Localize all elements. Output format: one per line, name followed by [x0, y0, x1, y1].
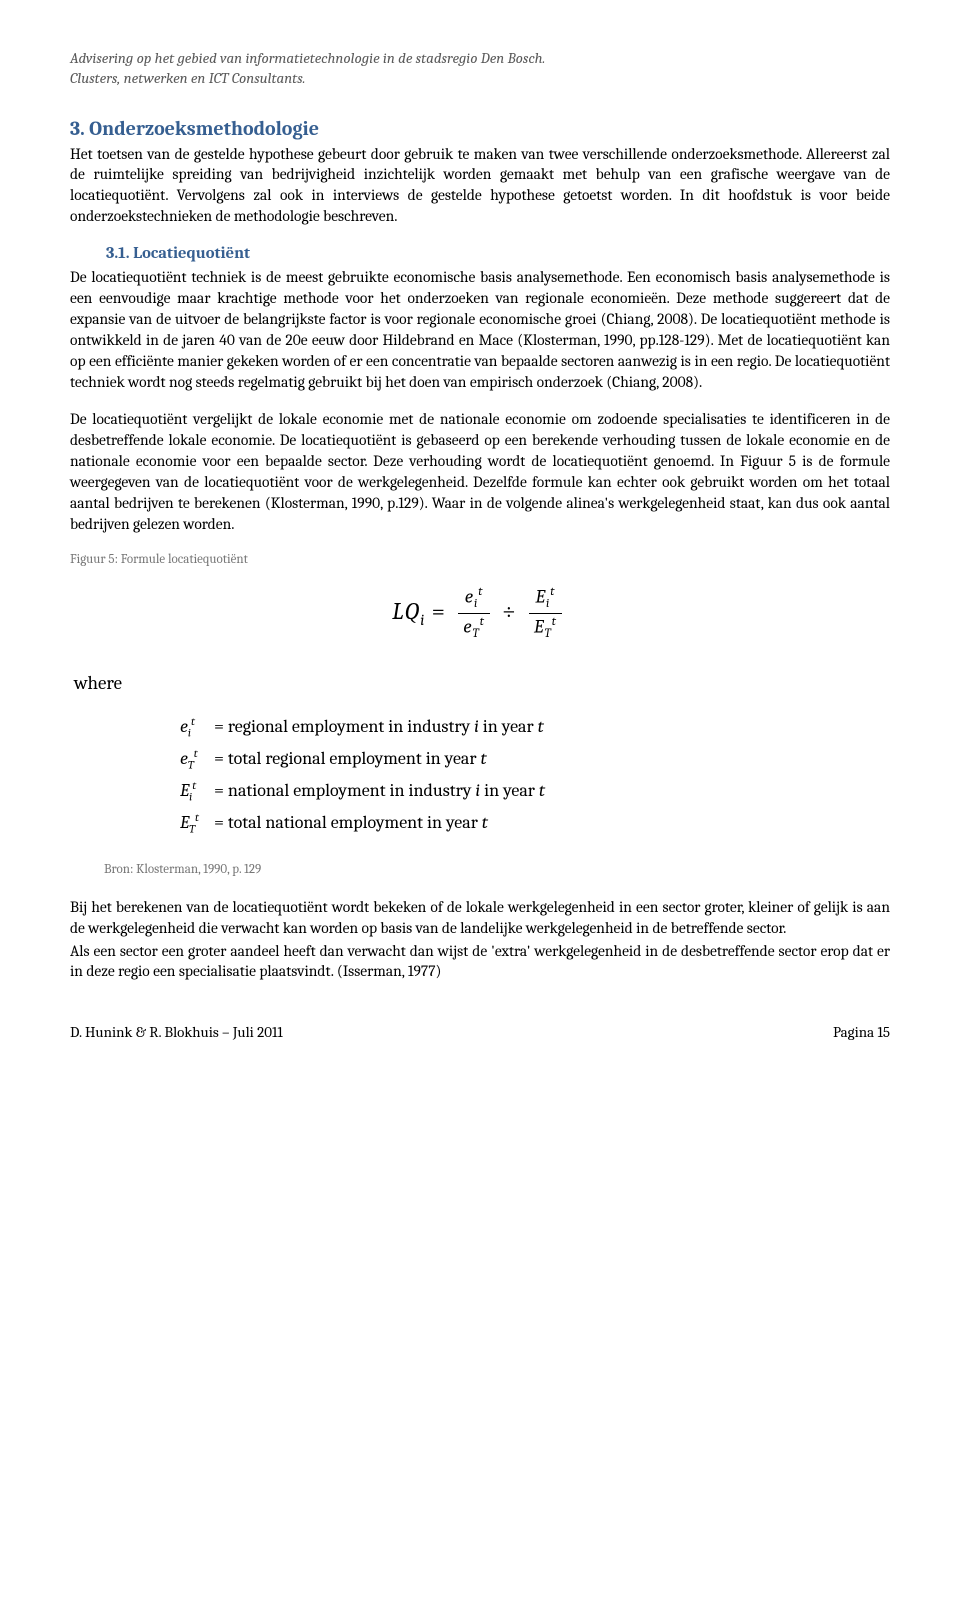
formula-div: ÷ [502, 597, 523, 625]
def0-ital2: t [538, 716, 544, 737]
def3-eq: = [214, 812, 228, 833]
formula-frac1: eit eTt [458, 586, 490, 641]
frac1-den-sub: T [473, 627, 480, 641]
frac2-num-base: E [535, 585, 546, 607]
def2-base: E [180, 780, 189, 801]
footer-right: Pagina 15 [833, 1022, 890, 1042]
frac2-num-sup: t [550, 585, 555, 599]
frac1-num-sup: t [478, 585, 483, 599]
section-heading: 3.1. Locatiequotiënt [106, 243, 890, 265]
def0-base: e [180, 716, 188, 737]
formula-main: LQi = eit eTt ÷ Eit ETt [70, 586, 890, 641]
def2-sup: t [192, 778, 196, 792]
body-para-1: De locatiequotiënt techniek is de meest … [70, 267, 890, 393]
formula-lhs-sub: i [420, 611, 425, 629]
chapter-title: Onderzoeksmethodologie [89, 117, 319, 140]
def-row: eTt = total regional employment in year … [180, 743, 890, 775]
frac2-den-sup: t [552, 615, 557, 629]
def2-text: national employment in industry [228, 780, 475, 801]
def1-sup: t [194, 746, 198, 760]
def0-sup: t [191, 714, 195, 728]
where-label: where [74, 671, 890, 697]
section-number: 3.1. [106, 244, 130, 263]
body-para-2: De locatiequotiënt vergelijkt de lokale … [70, 409, 890, 535]
def0-eq: = [214, 716, 228, 737]
formula-block: LQi = eit eTt ÷ Eit ETt where eit = regi… [70, 586, 890, 839]
def3-text: total national employment in year [228, 812, 482, 833]
formula-lhs: LQ [392, 597, 420, 625]
intro-paragraph: Het toetsen van de gestelde hypothese ge… [70, 144, 890, 228]
def1-eq: = [214, 748, 228, 769]
body-para-3: Bij het berekenen van de locatiequotiënt… [70, 897, 890, 939]
def0-text2: in year [479, 716, 538, 737]
def-row: eit = regional employment in industry i … [180, 711, 890, 743]
definitions-list: eit = regional employment in industry i … [180, 711, 890, 839]
figure-caption: Figuur 5: Formule locatiequotiënt [70, 551, 890, 569]
page-footer: D. Hunink & R. Blokhuis – Juli 2011 Pagi… [70, 1022, 890, 1042]
def2-ital2: t [539, 780, 545, 801]
def2-eq: = [214, 780, 228, 801]
frac1-den-sup: t [480, 615, 485, 629]
def3-sup: t [195, 810, 199, 824]
header-line1: Advisering op het gebied van informatiet… [70, 48, 890, 68]
formula-frac2: Eit ETt [529, 586, 562, 641]
def0-text: regional employment in industry [228, 716, 474, 737]
def1-text: total regional employment in year [228, 748, 481, 769]
frac1-den-base: e [463, 615, 472, 637]
frac2-den-base: E [534, 615, 545, 637]
header-line2: Clusters, netwerken en ICT Consultants. [70, 68, 890, 88]
def3-ital: t [482, 812, 488, 833]
chapter-number: 3. [70, 117, 85, 140]
frac1-num-sub: i [474, 597, 478, 611]
section-title: Locatiequotiënt [133, 244, 250, 263]
def3-base: E [180, 812, 189, 833]
def1-ital: t [480, 748, 486, 769]
frac2-den-sub: T [544, 627, 551, 641]
chapter-heading: 3. Onderzoeksmethodologie [70, 115, 890, 142]
formula-eq: = [432, 597, 453, 625]
def-row: ETt = total national employment in year … [180, 807, 890, 839]
def-row: Eit = national employment in industry i … [180, 775, 890, 807]
footer-left: D. Hunink & R. Blokhuis – Juli 2011 [70, 1022, 283, 1042]
def2-text2: in year [480, 780, 539, 801]
frac1-num-base: e [465, 585, 474, 607]
def1-base: e [180, 748, 188, 769]
frac2-num-sub: i [546, 597, 550, 611]
figure-source: Bron: Klosterman, 1990, p. 129 [104, 861, 890, 879]
running-header: Advisering op het gebied van informatiet… [70, 48, 890, 89]
body-para-4: Als een sector een groter aandeel heeft … [70, 941, 890, 983]
